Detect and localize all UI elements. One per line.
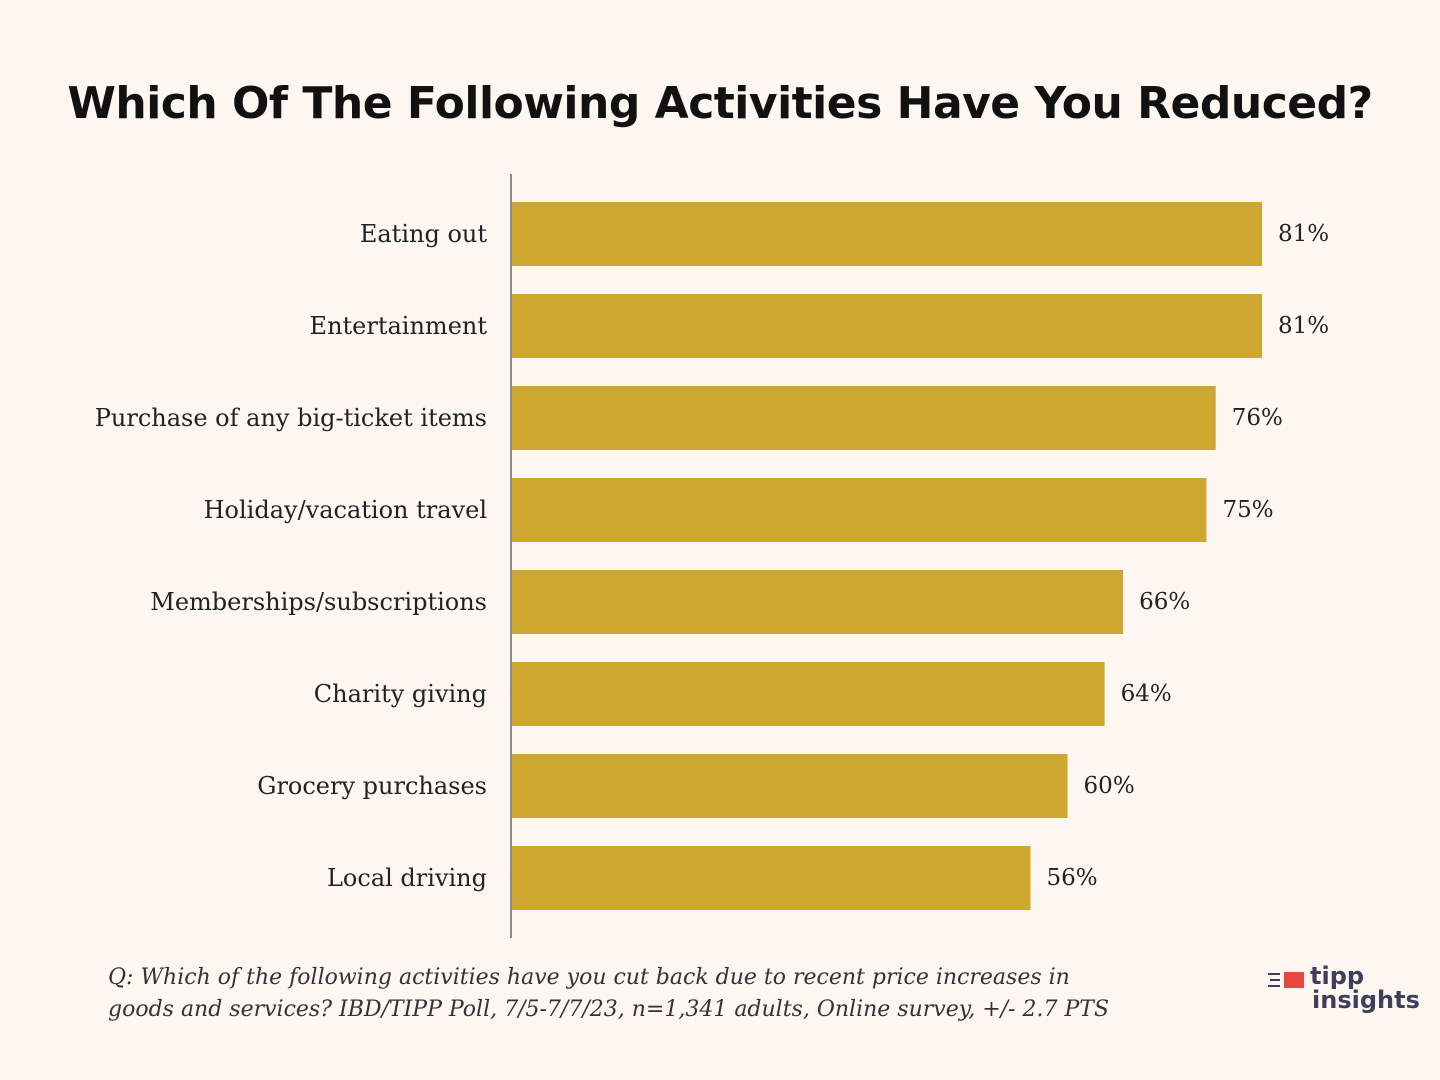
value-label: 60% bbox=[1084, 773, 1135, 799]
value-label: 81% bbox=[1278, 221, 1329, 247]
bar-purchase-of-any-big-ticket-items bbox=[512, 386, 1216, 450]
value-label: 64% bbox=[1121, 681, 1172, 707]
bars-group: Eating out 81% Entertainment 81% Purchase of… bbox=[95, 202, 1329, 910]
category-label: Holiday/vacation travel bbox=[204, 496, 487, 524]
category-label: Purchase of any big-ticket items bbox=[95, 404, 487, 432]
category-label: Entertainment bbox=[310, 312, 488, 340]
value-label: 76% bbox=[1232, 405, 1283, 431]
bar-entertainment bbox=[512, 294, 1262, 358]
footnote: Q: Which of the following activities hav… bbox=[108, 962, 1188, 1026]
bar-holiday-vacation-travel bbox=[512, 478, 1207, 542]
category-label: Charity giving bbox=[314, 680, 487, 708]
bar-grocery-purchases bbox=[512, 754, 1068, 818]
category-label: Eating out bbox=[360, 220, 488, 248]
category-label: Local driving bbox=[327, 864, 487, 892]
bar-charity-giving bbox=[512, 662, 1105, 726]
footnote-line-1: Q: Which of the following activities hav… bbox=[108, 965, 1070, 990]
bar-eating-out bbox=[512, 202, 1262, 266]
chart-title: Which Of The Following Activities Have Y… bbox=[67, 78, 1373, 129]
category-label: Memberships/subscriptions bbox=[150, 588, 487, 616]
category-label: Grocery purchases bbox=[257, 772, 487, 800]
value-label: 75% bbox=[1222, 497, 1273, 523]
logo-word-tipp: tipp bbox=[1310, 962, 1365, 990]
bar-memberships-subscriptions bbox=[512, 570, 1124, 634]
value-label: 56% bbox=[1047, 865, 1098, 891]
bar-local-driving bbox=[512, 846, 1031, 910]
logo-mark-icon bbox=[1268, 972, 1304, 988]
footnote-line-2: goods and services? IBD/TIPP Poll, 7/5-7… bbox=[108, 997, 1110, 1022]
logo-word-insights: insights bbox=[1312, 986, 1420, 1014]
tipp-insights-logo: tipp insights bbox=[1266, 964, 1426, 1020]
value-label: 66% bbox=[1139, 589, 1190, 615]
value-label: 81% bbox=[1278, 313, 1329, 339]
